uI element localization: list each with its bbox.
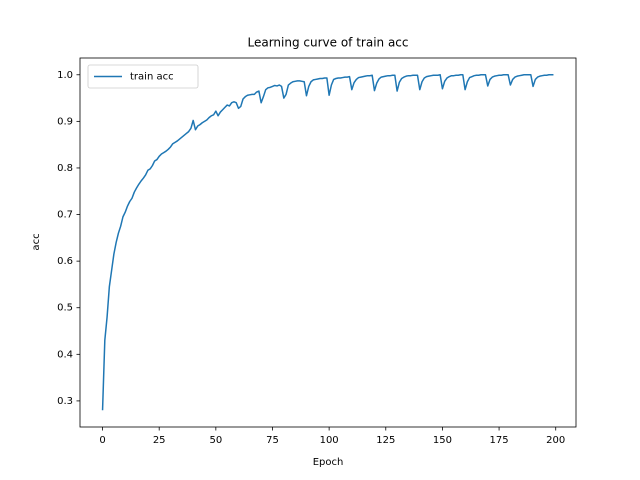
y-axis-label: acc xyxy=(31,233,42,250)
x-tick-label: 100 xyxy=(320,435,339,446)
x-tick-label: 150 xyxy=(433,435,452,446)
x-tick-label: 25 xyxy=(153,435,166,446)
x-tick-label: 0 xyxy=(99,435,105,446)
y-tick-label: 0.6 xyxy=(57,256,73,267)
x-tick-label: 125 xyxy=(376,435,395,446)
x-tick-label: 200 xyxy=(546,435,565,446)
y-tick-label: 0.3 xyxy=(57,396,73,407)
axes-frame xyxy=(79,57,577,428)
line-series xyxy=(101,74,554,411)
legend-box xyxy=(87,64,199,89)
y-tick-label: 0.7 xyxy=(57,210,73,221)
x-axis-label: Epoch xyxy=(313,457,344,468)
x-tick-label: 175 xyxy=(490,435,509,446)
chart-title: Learning curve of train acc xyxy=(247,36,408,50)
x-tick-label: 75 xyxy=(266,435,279,446)
y-tick-label: 0.5 xyxy=(57,303,73,314)
y-tick-label: 0.4 xyxy=(57,349,73,360)
legend-label: train acc xyxy=(130,72,174,83)
y-tick-label: 0.8 xyxy=(57,163,73,174)
x-tick-label: 50 xyxy=(209,435,222,446)
y-tick-label: 0.9 xyxy=(57,116,73,127)
y-tick-label: 1.0 xyxy=(57,70,73,81)
